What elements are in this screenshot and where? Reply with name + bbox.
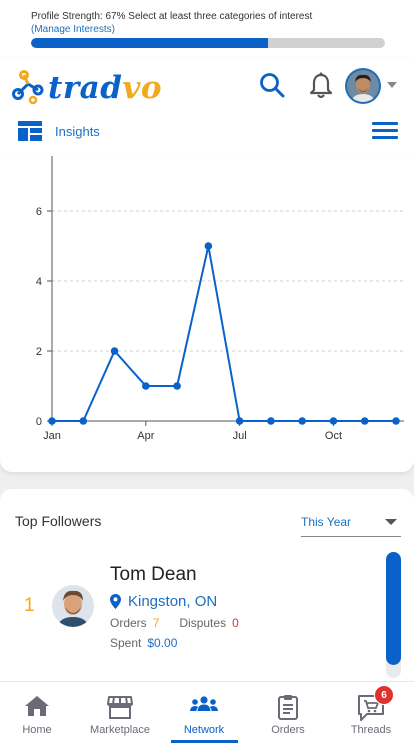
chart-x-tick-label: Apr xyxy=(137,430,154,442)
nav-threads[interactable]: Threads xyxy=(331,682,411,743)
orders-value: 7 xyxy=(152,616,160,630)
chart-data-point xyxy=(110,347,119,355)
nav-orders-label: Orders xyxy=(271,724,305,736)
chart-data-point xyxy=(329,417,338,425)
avatar[interactable] xyxy=(345,68,381,104)
chart-data-point xyxy=(204,242,213,250)
tradvo-logo[interactable]: tradvo xyxy=(10,68,162,108)
dashboard-icon xyxy=(18,121,42,141)
chart-x-tick-label: Oct xyxy=(325,430,342,442)
bell-icon xyxy=(309,72,333,99)
follower-list-item[interactable]: 1 Tom Dean Kingston, ON Orders 7 Disputes 0… xyxy=(0,561,380,661)
nav-orders[interactable]: Orders xyxy=(248,682,328,743)
search-icon xyxy=(260,73,285,98)
insights-label: Insights xyxy=(55,123,100,139)
chart-data-point xyxy=(142,382,150,390)
search-button[interactable] xyxy=(257,70,287,100)
chart-data-point xyxy=(79,417,88,425)
menu-icon-bar xyxy=(372,136,398,139)
nav-threads-label: Threads xyxy=(350,724,392,736)
location-pin-icon xyxy=(110,594,121,609)
app-header: tradvo Insights xyxy=(0,58,414,156)
profile-strength-progress xyxy=(31,38,385,48)
orders-label: Orders xyxy=(110,616,147,630)
menu-button[interactable] xyxy=(372,122,398,140)
insights-chart-card: 0 2 4 6 Jan Apr Jul Oct xyxy=(0,156,414,472)
follower-location: Kingston, ON xyxy=(110,593,217,610)
nav-home-label: Home xyxy=(22,724,52,736)
follower-avatar-image xyxy=(52,585,94,627)
logo-wordmark-accent: vo xyxy=(122,70,163,106)
insights-tab[interactable]: Insights xyxy=(18,121,100,141)
follower-rank: 1 xyxy=(24,595,35,616)
nav-network[interactable]: Network xyxy=(164,682,244,743)
chart-data-point xyxy=(392,417,400,425)
profile-strength-progress-fill xyxy=(31,38,269,48)
chart-data-point xyxy=(48,417,56,425)
people-group-icon xyxy=(190,696,218,711)
nav-network-label: Network xyxy=(183,724,225,736)
chart-y-tick-label: 2 xyxy=(36,346,42,358)
bottom-navigation: Home Marketplace Network Orders xyxy=(0,681,414,743)
user-avatar-image xyxy=(347,70,379,102)
chart-series-line xyxy=(52,245,396,422)
follower-location-text: Kingston, ON xyxy=(128,593,218,610)
menu-icon-bar xyxy=(372,129,398,132)
spent-value: $0.00 xyxy=(147,636,178,650)
chart-data-point xyxy=(267,417,275,425)
nav-marketplace[interactable]: Marketplace xyxy=(80,682,160,743)
follower-stats: Orders 7 Disputes 0 xyxy=(110,616,239,630)
threads-badge: 6 xyxy=(374,685,394,705)
period-select[interactable]: This Year xyxy=(301,513,401,537)
follower-spent: Spent $0.00 xyxy=(110,636,177,650)
disputes-value: 0 xyxy=(232,616,239,630)
chevron-down-icon[interactable] xyxy=(387,82,397,88)
logo-wordmark: tradvo xyxy=(48,70,162,106)
chart-x-tick-label: Jan xyxy=(43,430,61,442)
home-icon xyxy=(25,696,49,716)
chevron-down-icon xyxy=(385,519,397,525)
scrollbar-thumb[interactable] xyxy=(386,552,401,665)
chart-x-tick-label: Jul xyxy=(233,430,247,442)
chart-y-tick-label: 4 xyxy=(36,276,42,288)
logo-wordmark-primary: trad xyxy=(48,70,123,106)
top-followers-title: Top Followers xyxy=(15,513,102,529)
clipboard-icon xyxy=(278,695,298,720)
manage-interests-link[interactable]: (Manage Interests) xyxy=(31,24,115,35)
spent-label: Spent xyxy=(110,636,142,650)
menu-icon-bar xyxy=(372,122,398,125)
store-icon xyxy=(107,696,133,719)
chart-data-point xyxy=(360,417,369,425)
period-select-value: This Year xyxy=(301,515,352,529)
chart-data-point xyxy=(235,417,244,425)
insights-line-chart: 0 2 4 6 Jan Apr Jul Oct xyxy=(36,156,404,442)
logo-mark-icon xyxy=(12,70,44,105)
follower-avatar xyxy=(52,585,94,627)
follower-name[interactable]: Tom Dean xyxy=(110,564,197,585)
nav-marketplace-label: Marketplace xyxy=(90,724,150,736)
chart-y-tick-label: 0 xyxy=(36,416,42,428)
profile-strength-text: Profile Strength: 67% Select at least th… xyxy=(31,11,313,22)
profile-strength-banner: Profile Strength: 67% Select at least th… xyxy=(0,0,414,58)
disputes-label: Disputes xyxy=(179,616,227,630)
chart-data-point xyxy=(298,417,306,425)
chart-y-tick-label: 6 xyxy=(36,206,42,218)
notifications-button[interactable] xyxy=(306,70,336,102)
nav-home[interactable]: Home xyxy=(0,682,77,743)
chart-data-point xyxy=(173,382,181,390)
nav-active-indicator xyxy=(171,740,238,743)
